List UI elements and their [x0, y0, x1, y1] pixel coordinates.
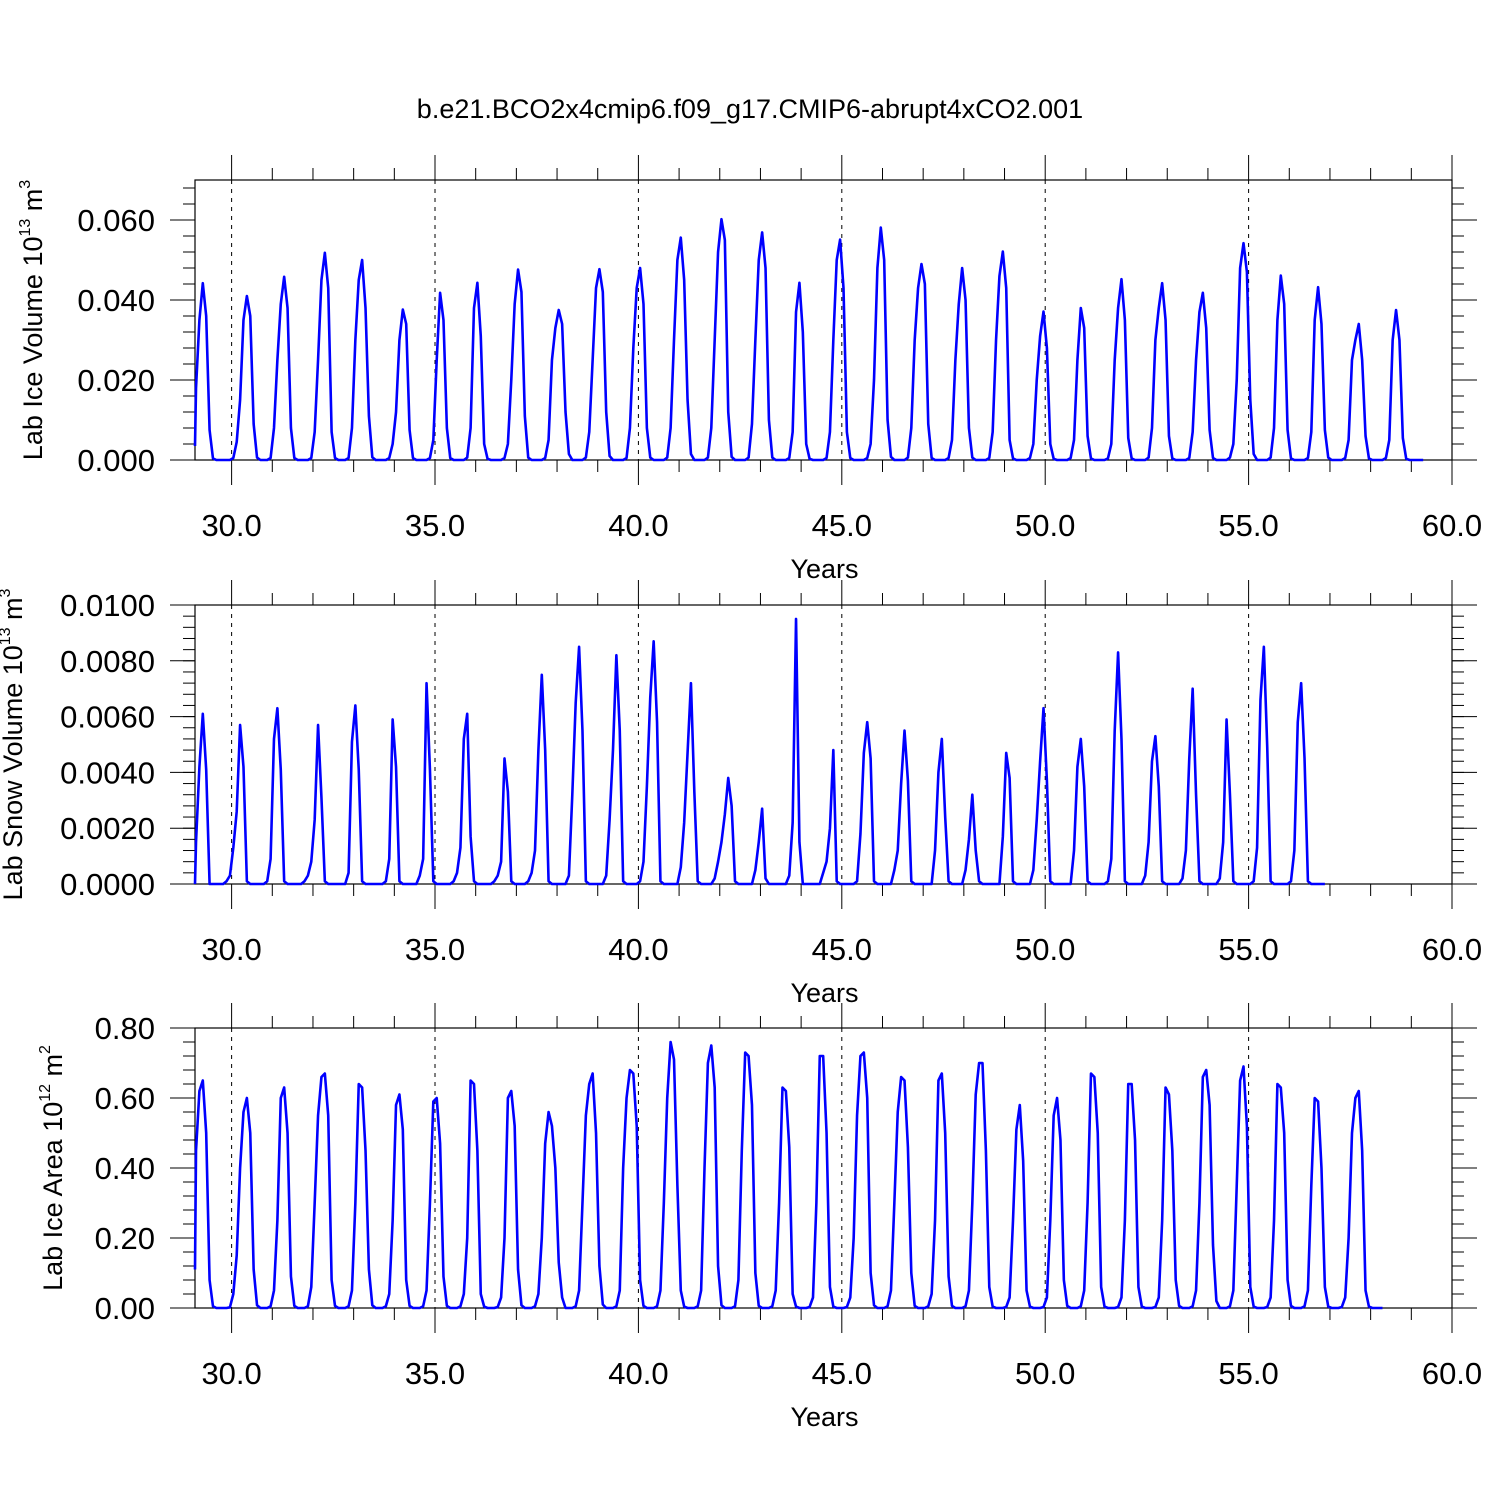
y-tick-label: 0.020 [77, 363, 155, 398]
y-tick-label: 0.060 [77, 203, 155, 238]
x-tick-label: 35.0 [405, 932, 465, 967]
x-tick-label: 60.0 [1422, 1356, 1482, 1391]
y-tick-label: 0.60 [95, 1081, 155, 1116]
y-tick-label: 0.0040 [60, 755, 155, 790]
y-tick-label: 0.040 [77, 283, 155, 318]
y-tick-label: 0.80 [95, 1011, 155, 1046]
y-axis-label: Lab Ice Area 1012 m2 [37, 1045, 68, 1291]
x-tick-label: 55.0 [1218, 1356, 1278, 1391]
y-tick-label: 0.0060 [60, 700, 155, 735]
x-tick-label: 40.0 [608, 1356, 668, 1391]
x-tick-label: 55.0 [1218, 508, 1278, 543]
y-tick-label: 0.0100 [60, 588, 155, 623]
y-tick-label: 0.0080 [60, 644, 155, 679]
x-tick-label: 35.0 [405, 1356, 465, 1391]
y-axis-label: Lab Ice Volume 1013 m3 [17, 180, 48, 460]
x-tick-label: 60.0 [1422, 508, 1482, 543]
y-tick-label: 0.0000 [60, 867, 155, 902]
series-line [193, 1040, 1383, 1310]
panel-1: 0.000 0.020 0.040 0.060 30.0 35.0 40.0 45.0 50.0… [17, 155, 1482, 584]
panel-2: 0.0000 0.0020 0.0040 0.0060 0.0080 0.0100 30.0… [0, 580, 1482, 1008]
y-tick-label: 0.20 [95, 1221, 155, 1256]
y-tick-label: 0.00 [95, 1291, 155, 1326]
plot-frame [194, 179, 1453, 461]
y-tick-label: 0.0020 [60, 811, 155, 846]
panels: 0.000 0.020 0.040 0.060 30.0 35.0 40.0 45.0 50.0… [0, 155, 1482, 1432]
x-tick-label: 55.0 [1218, 932, 1278, 967]
x-tick-label: 60.0 [1422, 932, 1482, 967]
x-tick-label: 45.0 [812, 932, 872, 967]
x-tick-label: 30.0 [201, 932, 261, 967]
series-line [193, 217, 1424, 462]
y-axis-label: Lab Snow Volume 1013 m3 [0, 588, 28, 900]
x-axis-label: Years [790, 554, 858, 584]
panel-3: 0.00 0.20 0.40 0.60 0.80 30.0 35.0 40.0 45.0 50.0… [37, 1003, 1482, 1432]
x-tick-label: 45.0 [812, 508, 872, 543]
series-line [193, 617, 1325, 886]
x-tick-label: 45.0 [812, 1356, 872, 1391]
plot-frame [194, 604, 1453, 885]
x-tick-label: 50.0 [1015, 1356, 1075, 1391]
figure-title: b.e21.BCO2x4cmip6.f09_g17.CMIP6-abrupt4x… [417, 94, 1083, 124]
y-tick-label: 0.40 [95, 1151, 155, 1186]
x-tick-label: 50.0 [1015, 932, 1075, 967]
x-tick-label: 30.0 [201, 1356, 261, 1391]
x-tick-label: 40.0 [608, 508, 668, 543]
x-axis-label: Years [790, 1402, 858, 1432]
x-tick-label: 40.0 [608, 932, 668, 967]
x-axis-label: Years [790, 978, 858, 1008]
x-tick-label: 50.0 [1015, 508, 1075, 543]
x-tick-label: 30.0 [201, 508, 261, 543]
x-tick-label: 35.0 [405, 508, 465, 543]
y-tick-label: 0.000 [77, 443, 155, 478]
